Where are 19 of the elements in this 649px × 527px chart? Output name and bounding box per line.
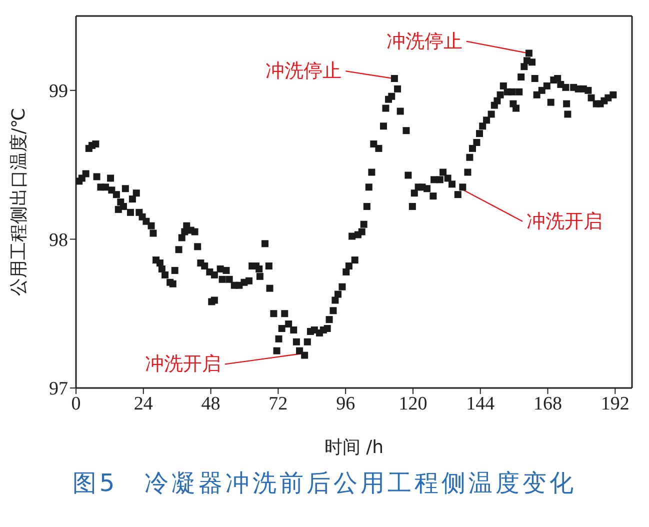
y-tick-label: 99 — [49, 81, 68, 102]
x-axis-title: 时间 /h — [324, 437, 384, 458]
y-tick-label: 98 — [49, 230, 68, 251]
annotation: 冲洗停止 — [386, 30, 462, 52]
text: 图5 冷凝器冲洗前后公用工程侧温度变化 — [71, 468, 578, 499]
x-tick-label: 120 — [398, 393, 428, 414]
x-tick-label: 96 — [336, 393, 356, 414]
annotation: 冲洗停止 — [266, 60, 342, 82]
x-tick-label: 0 — [71, 393, 81, 414]
x-tick-label: 48 — [201, 393, 220, 414]
x-tick-label: 168 — [534, 393, 562, 414]
x-tick-label: 192 — [600, 393, 630, 414]
x-tick-label: 24 — [134, 393, 154, 414]
annotation: 冲洗开启 — [144, 353, 221, 376]
y-tick-label: 97 — [49, 378, 68, 400]
annotation: 冲洗开启 — [526, 210, 602, 232]
x-tick-label: 72 — [268, 393, 288, 414]
y-axis-title: 公用工程侧出口温度/℃ — [8, 108, 30, 296]
x-tick-label: 144 — [466, 393, 496, 414]
